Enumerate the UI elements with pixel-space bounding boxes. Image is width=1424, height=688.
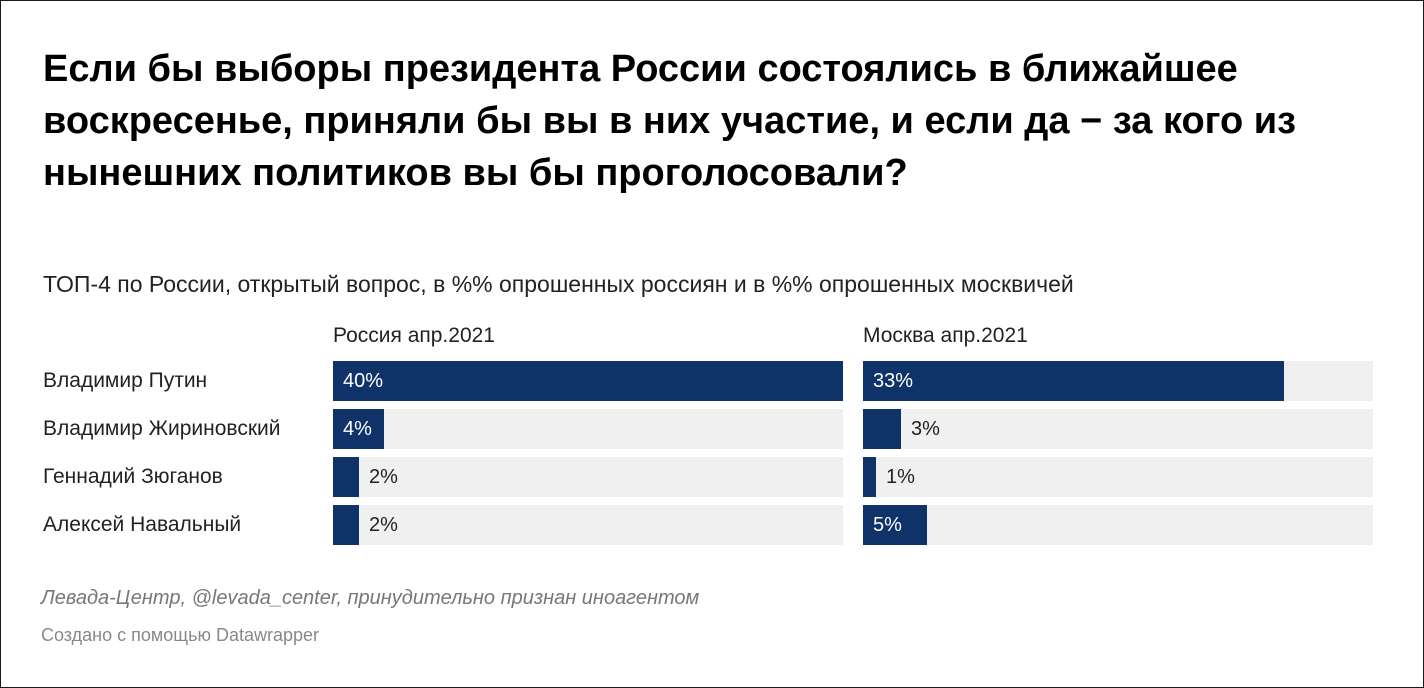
row-label: Геннадий Зюганов — [43, 465, 223, 488]
bar-track — [863, 457, 1373, 497]
data-label: 3% — [911, 418, 940, 440]
bar — [863, 505, 927, 545]
bar-track — [863, 409, 1373, 449]
bar — [333, 505, 359, 545]
row-label: Владимир Жириновский — [43, 417, 281, 440]
bar — [333, 409, 384, 449]
row-label: Владимир Путин — [43, 369, 208, 392]
bar — [863, 457, 876, 497]
data-label: 2% — [369, 514, 398, 536]
bar — [863, 361, 1284, 401]
panel-title: Россия апр.2021 — [333, 324, 495, 347]
data-label: 5% — [873, 514, 902, 536]
bar-track — [863, 505, 1373, 545]
bar — [333, 361, 843, 401]
data-label: 1% — [886, 466, 915, 488]
source-note: Левада-Центр, @levada_center, принудител… — [41, 587, 700, 609]
credit-note: Создано с помощью Datawrapper — [41, 625, 320, 645]
bar — [333, 457, 359, 497]
bar — [863, 409, 901, 449]
data-label: 33% — [873, 370, 914, 392]
data-label: 4% — [343, 418, 372, 440]
panel-title: Москва апр.2021 — [863, 324, 1028, 347]
bar-track — [333, 457, 843, 497]
bar-track — [333, 505, 843, 545]
data-label: 40% — [343, 370, 384, 392]
chart-title: Если бы выборы президента России состоял… — [43, 48, 1297, 194]
data-label: 2% — [369, 466, 398, 488]
bar-track — [333, 409, 843, 449]
row-label: Алексей Навальный — [43, 513, 242, 536]
chart-subtitle: ТОП-4 по России, открытый вопрос, в %% о… — [43, 271, 1074, 297]
